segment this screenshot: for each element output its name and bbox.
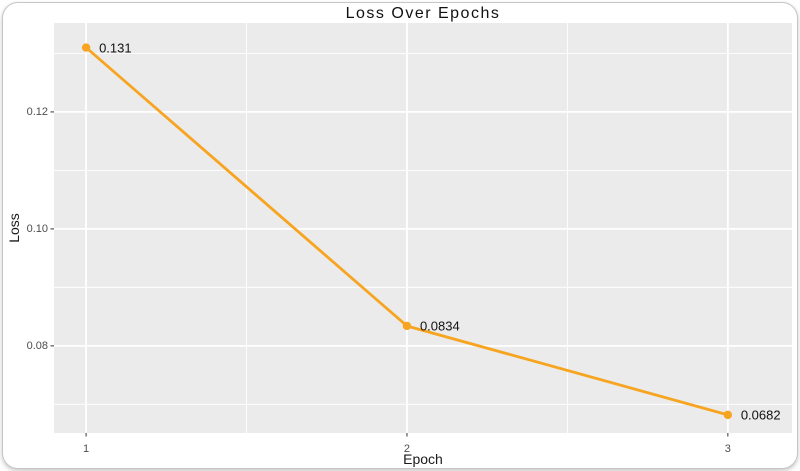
y-tick-label: 0.10: [26, 222, 48, 235]
point-label: 0.0682: [740, 407, 781, 423]
x-tick-label: 3: [724, 443, 731, 455]
y-tick-label: 0.12: [26, 105, 48, 118]
point-label: 0.0834: [419, 318, 460, 334]
y-axis-title: Loss: [6, 213, 22, 243]
y-tick-label: 0.08: [26, 339, 48, 352]
x-tick-label: 1: [83, 443, 90, 455]
x-axis-title: Epoch: [403, 451, 443, 467]
data-point: [81, 43, 91, 52]
data-point: [402, 321, 412, 331]
x-tick-label: 2: [403, 443, 411, 455]
data-point: [723, 410, 733, 420]
chart-title: Loss Over Epochs: [345, 5, 501, 22]
point-label: 0.131: [99, 40, 132, 56]
